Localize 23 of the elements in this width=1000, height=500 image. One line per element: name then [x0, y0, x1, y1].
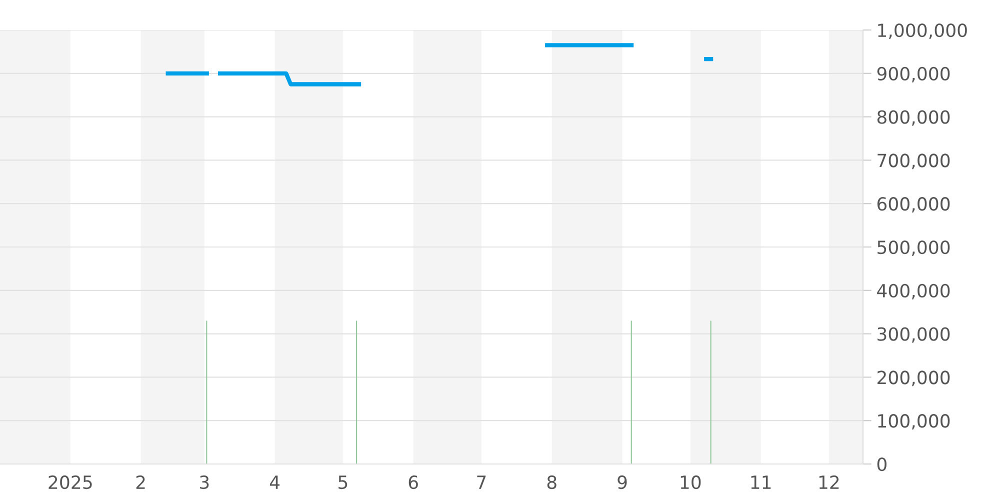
- y-tick-label: 900,000: [877, 66, 950, 82]
- x-tick-label: 9: [618, 475, 627, 490]
- y-tick-label: 700,000: [878, 154, 950, 170]
- y-tick-label: 800,000: [877, 110, 950, 126]
- x-tick-label: 4: [270, 476, 280, 489]
- y-tick-label: 600,000: [877, 197, 950, 213]
- x-tick-label: 12: [819, 475, 839, 489]
- y-tick-label: 1,000,000: [878, 23, 967, 39]
- x-tick-label: 5: [338, 476, 348, 490]
- y-tick-label: 100,000: [878, 414, 950, 430]
- x-tick-label: 7: [477, 476, 486, 489]
- x-tick-label: 3: [200, 475, 209, 490]
- x-tick-label: 6: [408, 475, 418, 490]
- y-tick-label: 500,000: [878, 240, 950, 256]
- x-tick-label: 11: [751, 476, 771, 489]
- y-tick-label: 0: [877, 457, 886, 472]
- x-tick-label: 2: [136, 475, 145, 489]
- x-tick-label: 8: [547, 475, 556, 490]
- y-tick-label: 400,000: [877, 284, 950, 300]
- y-tick-label: 200,000: [878, 370, 950, 386]
- x-tick-label: 2025: [48, 475, 92, 490]
- x-tick-label: 10: [680, 475, 701, 490]
- y-tick-label: 300,000: [878, 327, 950, 343]
